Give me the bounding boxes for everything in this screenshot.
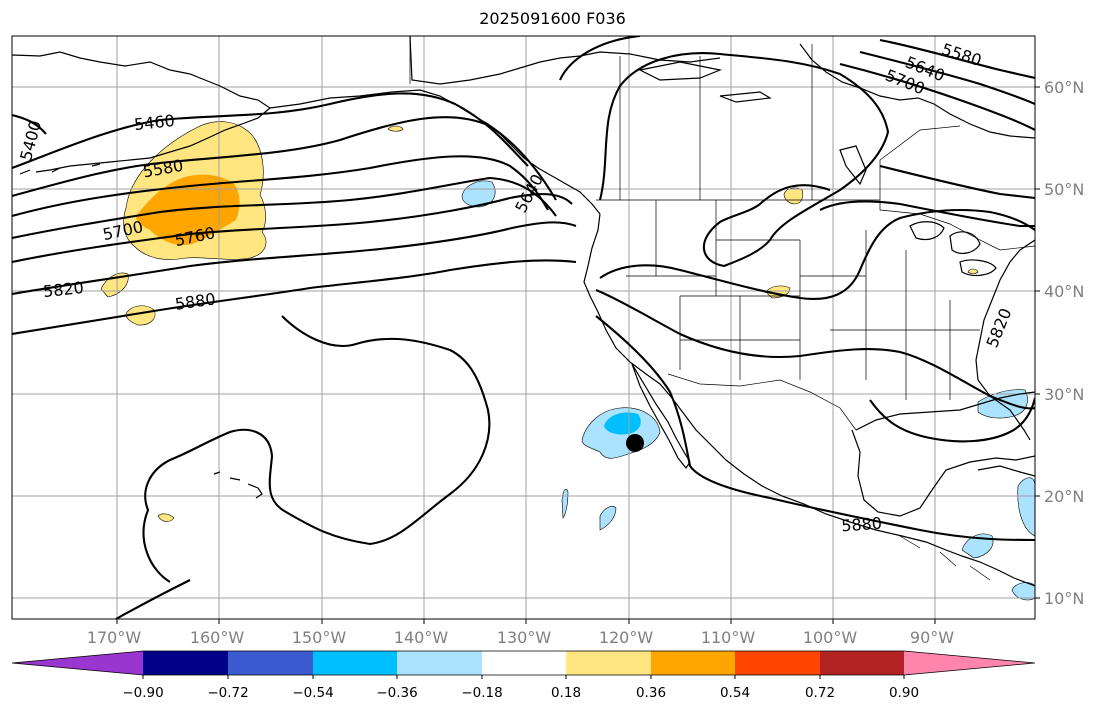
- contour-gulf-high: [869, 397, 1035, 443]
- lightblue-region-caribbean-3: [1011, 582, 1035, 601]
- lightblue-region-caribbean-1: [1017, 477, 1035, 537]
- contour-ne-4: [879, 164, 1035, 200]
- latitude-label: 20°N: [1044, 487, 1084, 506]
- contour-5640: [12, 155, 549, 218]
- map-background: [12, 36, 1035, 619]
- contour-5880-south: [115, 579, 191, 619]
- colorbar-bin: [228, 651, 313, 675]
- contour-ne-1: [879, 38, 1035, 80]
- colorbar-tick-label: −0.54: [292, 685, 333, 701]
- colorbar-bin: [397, 651, 482, 675]
- colorbar-extend-max: [904, 651, 1035, 675]
- contour-ridge-east: [559, 36, 890, 268]
- baja-peninsula: [631, 363, 691, 470]
- contour-5460: [12, 92, 529, 169]
- yellow-blob-7: [967, 268, 979, 274]
- colorbar-tick-label: −0.18: [461, 685, 502, 701]
- colorbar-tick-label: −0.90: [122, 685, 163, 701]
- map-panel[interactable]: 5400 5460 5580 5700 5760 5820 5880 5640 …: [11, 35, 1036, 620]
- colorbar-bin: [566, 651, 651, 675]
- central-america-borders: [899, 535, 991, 581]
- deepblue-region-baja: [604, 412, 641, 435]
- gulf-of-mexico: [851, 429, 1035, 517]
- hawaii-islands: [213, 471, 263, 499]
- lightblue-blob-1: [599, 506, 617, 531]
- contour-east-trough: [819, 200, 1035, 228]
- longitude-label: 170°W: [87, 628, 142, 647]
- yellow-blob-3: [387, 125, 404, 132]
- colorbar-extend-min: [12, 651, 143, 675]
- contour-5880-high: [142, 315, 491, 583]
- longitude-label: 120°W: [599, 628, 654, 647]
- latitude-label: 50°N: [1044, 180, 1084, 199]
- contour-5880-west: [12, 259, 577, 336]
- longitude-label: 130°W: [497, 628, 552, 647]
- longitude-label: 150°W: [292, 628, 347, 647]
- colorbar-bin: [313, 651, 397, 675]
- location-marker[interactable]: [626, 434, 644, 452]
- canada-provinces: [619, 44, 961, 200]
- contour-5400: [12, 113, 47, 135]
- colorbar-tick-label: 0.18: [551, 685, 581, 701]
- gulf-coast-north: [855, 391, 1035, 431]
- longitude-label: 90°W: [910, 628, 954, 647]
- yellow-blob-6: [157, 513, 175, 522]
- colorbar-tick-label: 0.54: [720, 685, 750, 701]
- contour-label: 5460: [133, 111, 175, 134]
- arctic-islands: [638, 61, 867, 186]
- us-west-coast: [583, 213, 1035, 587]
- cuba: [977, 465, 1035, 477]
- contour-ne-3: [839, 62, 1035, 131]
- borders: [409, 36, 1035, 581]
- latitude-label: 10°N: [1044, 589, 1084, 608]
- longitude-label: 100°W: [803, 628, 858, 647]
- height-contours: [12, 36, 1035, 619]
- latitude-axis: 10°N 20°N 30°N 40°N 50°N 60°N: [1035, 78, 1084, 608]
- lightblue-region-caribbean-2: [961, 533, 994, 559]
- contour-label: 5880: [841, 514, 883, 536]
- longitude-label: 160°W: [190, 628, 245, 647]
- aleutian-islands: [19, 163, 101, 175]
- us-mexico-border: [667, 373, 857, 431]
- map-title: 2025091600 F036: [479, 9, 626, 28]
- colorbar-tick-label: 0.36: [636, 685, 666, 701]
- colorbar: −0.90 −0.72 −0.54 −0.36 −0.18 0.18 0.36 …: [11, 650, 1036, 701]
- latitude-label: 40°N: [1044, 282, 1084, 301]
- colorbar-tick-label: 0.72: [805, 685, 835, 701]
- longitude-label: 140°W: [394, 628, 449, 647]
- colorbar-bin: [651, 651, 735, 675]
- lightblue-region-gulf-alaska: [461, 180, 496, 208]
- longitude-label: 110°W: [701, 628, 756, 647]
- colorbar-tick-label: −0.36: [376, 685, 417, 701]
- latitude-label: 60°N: [1044, 78, 1084, 97]
- contour-5700-west: [12, 176, 557, 240]
- contour-5760: [12, 193, 573, 264]
- colorbar-bin: [143, 651, 228, 675]
- great-lakes: [909, 221, 997, 277]
- canada-arctic-coast: [409, 36, 721, 85]
- map-frame: [11, 35, 1036, 620]
- contour-5820-east: [595, 289, 1035, 410]
- contour-5820-west: [12, 221, 577, 296]
- yellow-blob-2: [125, 305, 156, 326]
- colorbar-tick-label: −0.72: [207, 685, 248, 701]
- hudson-region: [799, 43, 1035, 139]
- colorbar-tick-label: 0.90: [889, 685, 919, 701]
- east-coast: [975, 239, 1035, 441]
- longitude-axis: 170°W 160°W 150°W 140°W 130°W 120°W 110°…: [87, 619, 954, 647]
- colorbar-bin: [735, 651, 820, 675]
- contour-5580-west: [12, 116, 557, 201]
- contour-ne-2: [859, 50, 1035, 105]
- colorbar-bin: [820, 651, 904, 675]
- latitude-label: 30°N: [1044, 385, 1084, 404]
- colorbar-bin: [482, 651, 566, 675]
- contour-label: 5820: [42, 278, 84, 301]
- contour-high-us: [599, 208, 1035, 300]
- contour-5880-east: [595, 315, 1035, 542]
